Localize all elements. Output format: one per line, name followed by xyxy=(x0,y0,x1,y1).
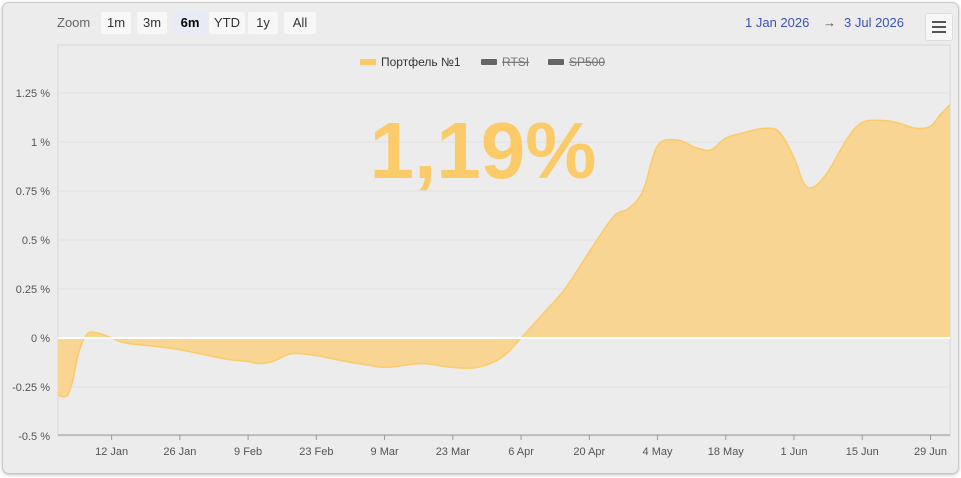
legend-swatch xyxy=(360,59,376,65)
y-tick-label: 1 % xyxy=(31,137,50,149)
chart-svg: 1.25 % 1 % 0.75 % 0.5 % 0.25 % 0 % -0.25 % -0.5… xyxy=(12,44,951,458)
legend-item[interactable]: SP500 xyxy=(569,55,605,69)
x-tick-label: 4 May xyxy=(643,446,673,458)
x-tick-label: 9 Feb xyxy=(234,446,262,458)
legend-item[interactable]: Портфель №1 xyxy=(381,55,461,69)
x-tick-label: 12 Jan xyxy=(95,446,128,458)
x-tick-label: 18 May xyxy=(708,446,745,458)
series-area-portfolio-1 xyxy=(58,104,950,397)
x-tick-label: 1 Jun xyxy=(781,446,808,458)
range-from-input[interactable]: 1 Jan 2026 xyxy=(745,15,810,30)
x-tick-label: 23 Mar xyxy=(436,446,471,458)
y-tick-label: 0.75 % xyxy=(16,186,50,198)
range-arrow: → xyxy=(823,15,836,30)
x-tick-label: 23 Feb xyxy=(299,446,333,458)
zoom-button-1y[interactable]: 1y xyxy=(248,12,278,34)
legend-swatch xyxy=(481,59,497,65)
zoom-label: Zoom xyxy=(57,15,91,30)
x-tick-label: 20 Apr xyxy=(573,446,605,458)
y-tick-label: -0.25 % xyxy=(12,382,50,394)
chart-title-value: 1,19% xyxy=(370,106,597,195)
y-tick-label: 1.25 % xyxy=(16,88,50,100)
zoom-button-ytd[interactable]: YTD xyxy=(209,12,245,34)
y-tick-label: 0 % xyxy=(31,333,50,345)
x-tick-label: 29 Jun xyxy=(914,446,947,458)
x-tick-label: 6 Apr xyxy=(508,446,534,458)
range-to-input[interactable]: 3 Jul 2026 xyxy=(844,15,904,30)
legend-swatch xyxy=(548,59,564,65)
zoom-button-6m[interactable]: 6m xyxy=(173,12,207,34)
y-tick-label: 0.5 % xyxy=(22,235,50,247)
x-tick-label: 26 Jan xyxy=(163,446,196,458)
hamburger-menu-icon xyxy=(932,21,946,23)
zoom-button-all[interactable]: All xyxy=(284,12,316,34)
legend-item[interactable]: RTSI xyxy=(502,55,529,69)
x-tick-label: 15 Jun xyxy=(846,446,879,458)
y-tick-label: -0.5 % xyxy=(18,431,50,443)
zoom-button-1m[interactable]: 1m xyxy=(101,12,131,34)
chart-menu-button[interactable] xyxy=(925,13,953,41)
x-tick-label: 9 Mar xyxy=(371,446,399,458)
zoom-button-3m[interactable]: 3m xyxy=(137,12,167,34)
y-tick-label: 0.25 % xyxy=(16,284,50,296)
